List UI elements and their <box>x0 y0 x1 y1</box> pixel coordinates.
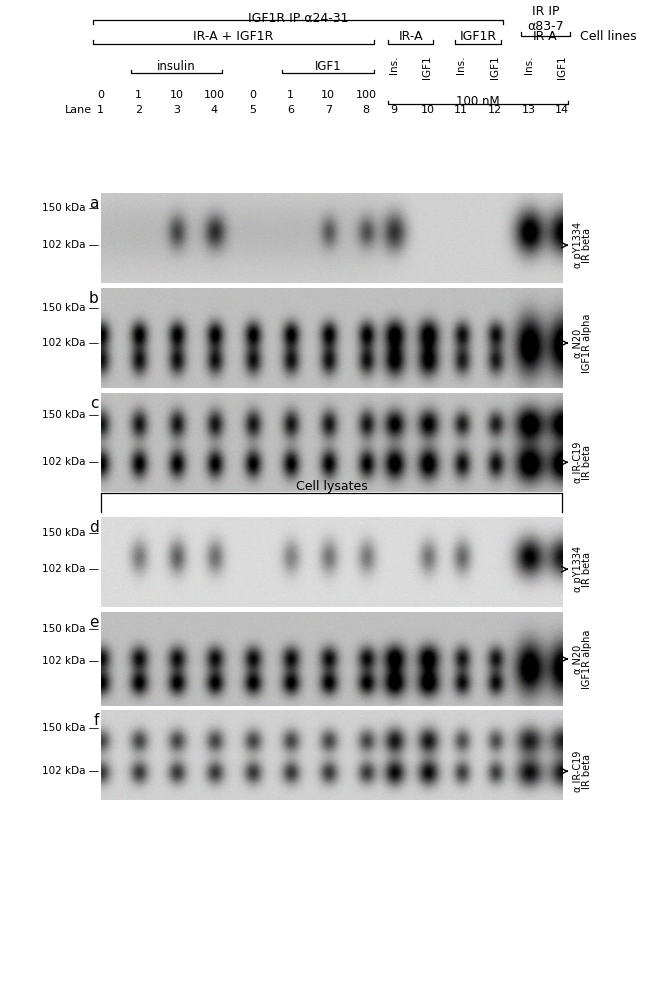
Text: IR-A: IR-A <box>533 30 558 43</box>
Text: IR beta: IR beta <box>582 445 592 480</box>
Text: 150 kDa —: 150 kDa — <box>42 528 99 538</box>
Text: 0: 0 <box>98 90 104 100</box>
Text: 150 kDa —: 150 kDa — <box>42 204 99 214</box>
Text: 150 kDa —: 150 kDa — <box>42 410 99 419</box>
Text: α83-7: α83-7 <box>527 20 564 33</box>
Text: IR beta: IR beta <box>582 551 592 587</box>
Text: 102 kDa —: 102 kDa — <box>42 338 99 348</box>
Text: IGF1: IGF1 <box>490 55 500 79</box>
Text: Lane: Lane <box>65 105 92 115</box>
Text: 150 kDa —: 150 kDa — <box>42 723 99 733</box>
Text: IGF1: IGF1 <box>557 55 567 79</box>
Text: 11: 11 <box>454 105 468 115</box>
Text: 102 kDa —: 102 kDa — <box>42 564 99 575</box>
Text: Ins.: Ins. <box>456 55 466 74</box>
Text: 102 kDa —: 102 kDa — <box>42 656 99 666</box>
Text: IGF1R: IGF1R <box>460 30 497 43</box>
Text: 102 kDa —: 102 kDa — <box>42 766 99 776</box>
Text: 2: 2 <box>135 105 142 115</box>
Text: 102 kDa —: 102 kDa — <box>42 240 99 250</box>
Text: α N20: α N20 <box>573 644 583 673</box>
Text: α IR-C19: α IR-C19 <box>573 751 583 792</box>
Text: 1: 1 <box>287 90 294 100</box>
Text: 1: 1 <box>98 105 104 115</box>
Text: IR IP: IR IP <box>532 5 559 18</box>
Text: IGF1: IGF1 <box>315 60 341 73</box>
Text: 5: 5 <box>249 105 256 115</box>
Text: 0: 0 <box>249 90 256 100</box>
Text: c: c <box>90 396 99 411</box>
Text: 100 nM: 100 nM <box>456 95 500 108</box>
Text: f: f <box>94 713 99 728</box>
Text: 3: 3 <box>173 105 180 115</box>
Text: 14: 14 <box>555 105 569 115</box>
Text: α N20: α N20 <box>573 329 583 358</box>
Text: 10: 10 <box>170 90 183 100</box>
Text: IR beta: IR beta <box>582 754 592 788</box>
Text: d: d <box>89 520 99 534</box>
Text: α IR-C19: α IR-C19 <box>573 442 583 483</box>
Text: 102 kDa —: 102 kDa — <box>42 458 99 468</box>
Text: IR-A: IR-A <box>398 30 423 43</box>
Text: Cell lines: Cell lines <box>580 30 637 43</box>
Text: IGF1R IP α24-31: IGF1R IP α24-31 <box>248 12 348 25</box>
Text: a: a <box>90 196 99 211</box>
Text: b: b <box>89 291 99 306</box>
Text: 6: 6 <box>287 105 294 115</box>
Text: IGF1: IGF1 <box>422 55 432 79</box>
Text: α pY1334: α pY1334 <box>573 222 583 268</box>
Text: 150 kDa —: 150 kDa — <box>42 624 99 634</box>
Text: 150 kDa —: 150 kDa — <box>42 303 99 313</box>
Text: insulin: insulin <box>157 60 196 73</box>
Text: IGF1R alpha: IGF1R alpha <box>582 313 592 373</box>
Text: 12: 12 <box>488 105 502 115</box>
Text: e: e <box>89 615 99 630</box>
Text: Ins.: Ins. <box>523 55 534 74</box>
Text: 100: 100 <box>204 90 225 100</box>
Text: 4: 4 <box>211 105 218 115</box>
Text: IR beta: IR beta <box>582 228 592 263</box>
Text: 10: 10 <box>321 90 335 100</box>
Text: 1: 1 <box>135 90 142 100</box>
Text: Ins.: Ins. <box>389 55 399 74</box>
Text: α pY1334: α pY1334 <box>573 546 583 593</box>
Text: IGF1R alpha: IGF1R alpha <box>582 629 592 688</box>
Text: Cell lysates: Cell lysates <box>296 480 367 493</box>
Text: 8: 8 <box>363 105 370 115</box>
Text: 7: 7 <box>324 105 332 115</box>
Text: 13: 13 <box>521 105 536 115</box>
Text: 9: 9 <box>390 105 397 115</box>
Text: IR-A + IGF1R: IR-A + IGF1R <box>193 30 274 43</box>
Text: 10: 10 <box>421 105 434 115</box>
Text: 100: 100 <box>356 90 376 100</box>
